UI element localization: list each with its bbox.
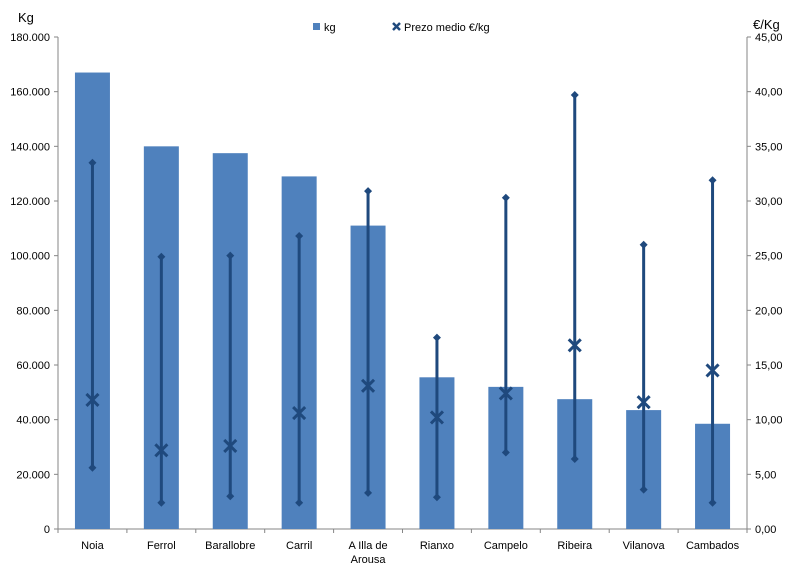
bars <box>74 72 731 530</box>
legend-x-marker-icon <box>392 22 401 31</box>
legend-bar-label: kg <box>324 22 336 34</box>
avg-price-marker <box>429 410 445 425</box>
right-tick-label: 35,00 <box>755 141 783 153</box>
low-marker <box>639 485 648 494</box>
price-ranges <box>85 90 720 507</box>
category-label: Rianxo <box>420 540 454 552</box>
avg-price-marker <box>360 378 376 393</box>
left-tick-label: 80.000 <box>16 305 50 317</box>
category-label: Vilanova <box>623 540 666 552</box>
avg-price-marker <box>292 406 307 421</box>
right-tick-label: 0,00 <box>755 524 776 536</box>
low-marker <box>226 492 235 501</box>
left-tick-label: 60.000 <box>16 360 50 372</box>
right-axis-title: €/Kg <box>753 17 780 32</box>
left-axis-title: Kg <box>18 10 34 25</box>
avg-price-marker <box>567 338 582 353</box>
right-tick-label: 20,00 <box>755 305 783 317</box>
high-marker <box>432 333 441 342</box>
left-tick-label: 140.000 <box>10 141 50 153</box>
avg-price-marker <box>85 392 100 408</box>
left-tick-label: 0 <box>44 524 50 536</box>
low-marker <box>295 498 304 507</box>
left-tick-label: 160.000 <box>10 87 50 99</box>
low-marker <box>501 448 510 457</box>
category-label: Ferrol <box>147 540 176 552</box>
high-marker <box>226 251 235 260</box>
high-marker <box>295 231 304 240</box>
high-marker <box>570 90 579 99</box>
low-marker <box>364 488 373 497</box>
low-marker <box>708 498 717 507</box>
category-label: Campelo <box>484 540 528 552</box>
left-tick-label: 180.000 <box>10 32 50 44</box>
legend-marker-label: Prezo medio €/kg <box>404 22 490 34</box>
category-label: A Illa de Arousa <box>348 540 387 566</box>
category-label: Carril <box>286 540 312 552</box>
avg-price-marker <box>498 386 513 401</box>
avg-price-marker <box>223 438 238 453</box>
low-marker <box>432 493 441 502</box>
avg-price-marker <box>636 395 651 410</box>
left-tick-label: 20.000 <box>16 469 50 481</box>
category-label: Barallobre <box>205 540 255 552</box>
right-tick-label: 25,00 <box>755 251 783 263</box>
right-tick-label: 40,00 <box>755 87 783 99</box>
left-tick-label: 100.000 <box>10 251 50 263</box>
right-tick-label: 10,00 <box>755 415 783 427</box>
right-tick-label: 30,00 <box>755 196 783 208</box>
avg-price-marker <box>705 363 720 378</box>
low-marker <box>88 463 97 472</box>
avg-price-marker <box>154 443 169 458</box>
right-tick-label: 15,00 <box>755 360 783 372</box>
labels: 0 20.000 40.000 60.000 80.000 100.000 120.000 1… <box>10 10 782 566</box>
category-label: Ribeira <box>557 540 593 552</box>
right-tick-label: 5,00 <box>755 469 776 481</box>
category-label: Cambados <box>686 540 740 552</box>
high-marker <box>364 187 373 196</box>
legend-bar-swatch <box>313 23 320 30</box>
left-tick-label: 40.000 <box>16 415 50 427</box>
low-marker <box>157 498 166 507</box>
high-marker <box>639 240 648 249</box>
high-marker <box>708 176 717 185</box>
legend: kg Prezo medio €/kg <box>313 22 490 34</box>
right-tick-label: 45,00 <box>755 32 783 44</box>
high-marker <box>157 252 166 261</box>
high-marker <box>501 193 510 202</box>
category-label: Noia <box>81 540 105 552</box>
left-tick-label: 120.000 <box>10 196 50 208</box>
low-marker <box>570 455 579 464</box>
high-marker <box>88 158 97 167</box>
